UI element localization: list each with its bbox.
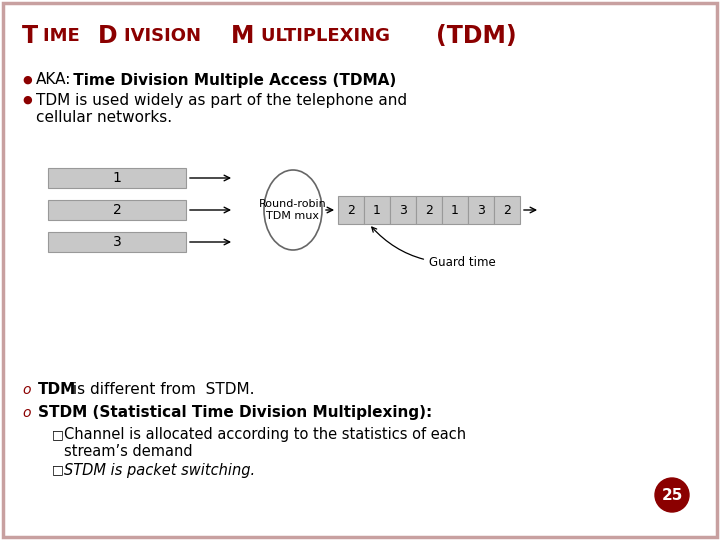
Text: IVISION: IVISION: [124, 27, 207, 45]
Text: TDM is used widely as part of the telephone and: TDM is used widely as part of the teleph…: [36, 92, 407, 107]
Text: D: D: [99, 24, 118, 48]
Text: 2: 2: [112, 203, 122, 217]
Text: stream’s demand: stream’s demand: [64, 444, 193, 460]
Bar: [48, 200, 186, 220]
Text: Time Division Multiple Access (TDMA): Time Division Multiple Access (TDMA): [68, 72, 396, 87]
Bar: [442, 196, 468, 224]
Text: T: T: [22, 24, 38, 48]
Bar: [48, 232, 186, 252]
Text: 3: 3: [399, 204, 407, 217]
Text: STDM is packet switching.: STDM is packet switching.: [64, 462, 255, 477]
Text: □: □: [52, 429, 64, 442]
Text: ●: ●: [22, 95, 32, 105]
Text: ●: ●: [22, 75, 32, 85]
Text: (TDM): (TDM): [436, 24, 516, 48]
Text: Guard time: Guard time: [372, 227, 496, 269]
Text: 1: 1: [451, 204, 459, 217]
Text: TDM: TDM: [38, 382, 76, 397]
Text: 2: 2: [503, 204, 511, 217]
FancyBboxPatch shape: [3, 3, 717, 537]
Text: Round-robin
TDM mux: Round-robin TDM mux: [259, 199, 327, 221]
Ellipse shape: [264, 170, 322, 250]
Bar: [416, 196, 442, 224]
Text: STDM (Statistical Time Division Multiplexing):: STDM (Statistical Time Division Multiple…: [38, 406, 432, 421]
Text: ULTIPLEXING: ULTIPLEXING: [261, 27, 397, 45]
Text: M: M: [231, 24, 254, 48]
Bar: [364, 196, 390, 224]
Text: 1: 1: [112, 171, 122, 185]
Text: 2: 2: [347, 204, 355, 217]
Text: AKA:: AKA:: [36, 72, 71, 87]
Text: □: □: [52, 463, 64, 476]
Text: is different from  STDM.: is different from STDM.: [68, 382, 254, 397]
Text: cellular networks.: cellular networks.: [36, 110, 172, 125]
Text: o: o: [22, 383, 30, 397]
Bar: [390, 196, 416, 224]
Text: o: o: [22, 406, 30, 420]
Bar: [338, 196, 364, 224]
Circle shape: [655, 478, 689, 512]
Text: 3: 3: [477, 204, 485, 217]
Text: 1: 1: [373, 204, 381, 217]
Bar: [48, 168, 186, 188]
Text: 25: 25: [661, 488, 683, 503]
Text: 2: 2: [425, 204, 433, 217]
Text: 3: 3: [112, 235, 122, 249]
Text: Channel is allocated according to the statistics of each: Channel is allocated according to the st…: [64, 428, 466, 442]
Bar: [494, 196, 520, 224]
Bar: [468, 196, 494, 224]
Text: IME: IME: [42, 27, 86, 45]
